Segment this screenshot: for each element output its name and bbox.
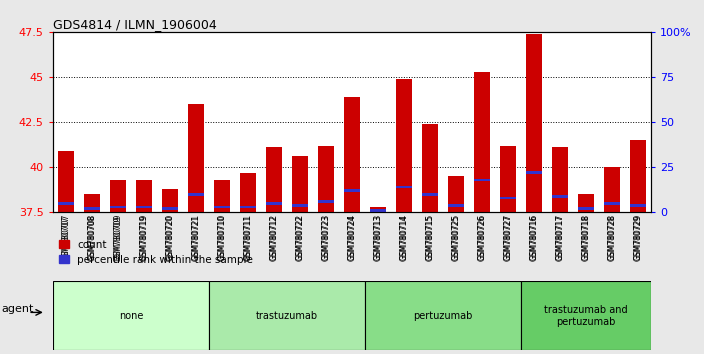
Text: GSM780717: GSM780717: [555, 215, 565, 261]
Legend: count, percentile rank within the sample: count, percentile rank within the sample: [54, 236, 258, 269]
Bar: [370, 207, 386, 212]
Bar: [188, 104, 203, 212]
Text: GSM780715: GSM780715: [425, 215, 434, 261]
Text: GSM780723: GSM780723: [322, 215, 330, 261]
Text: GSM780729: GSM780729: [634, 215, 643, 261]
Bar: [604, 202, 620, 205]
Bar: [579, 207, 594, 210]
Text: GSM780711: GSM780711: [244, 215, 253, 261]
Text: GSM780713: GSM780713: [374, 215, 382, 261]
Bar: [84, 194, 100, 212]
Bar: [344, 97, 360, 212]
Bar: [240, 206, 256, 209]
Text: GSM780724: GSM780724: [348, 215, 356, 261]
Bar: [527, 34, 542, 212]
Bar: [501, 145, 516, 212]
Bar: [162, 207, 177, 210]
Bar: [553, 195, 568, 198]
Text: GSM780721: GSM780721: [191, 215, 201, 261]
Bar: [396, 186, 412, 188]
Bar: [344, 189, 360, 192]
Text: GSM780710: GSM780710: [218, 215, 227, 261]
Text: GSM780725: GSM780725: [451, 215, 460, 261]
Bar: [266, 202, 282, 205]
Text: GSM780716: GSM780716: [529, 215, 539, 261]
Bar: [214, 206, 230, 209]
Bar: [630, 204, 646, 206]
Bar: [162, 189, 177, 212]
Bar: [630, 140, 646, 212]
Text: GSM780726: GSM780726: [477, 215, 486, 261]
Bar: [501, 196, 516, 199]
Bar: [448, 176, 464, 212]
Text: GSM780728: GSM780728: [608, 215, 617, 261]
Text: none: none: [119, 311, 143, 321]
Text: GSM780709: GSM780709: [113, 215, 122, 262]
Text: agent: agent: [1, 304, 34, 314]
Bar: [422, 193, 438, 196]
Bar: [448, 204, 464, 206]
FancyBboxPatch shape: [209, 281, 365, 350]
Text: GSM780720: GSM780720: [165, 215, 175, 261]
Text: GSM780722: GSM780722: [296, 215, 304, 261]
Bar: [474, 178, 490, 181]
FancyBboxPatch shape: [521, 281, 651, 350]
Bar: [292, 204, 308, 206]
Bar: [58, 151, 74, 212]
Text: GSM780707: GSM780707: [61, 215, 70, 262]
Bar: [240, 173, 256, 212]
Bar: [527, 171, 542, 174]
Text: GSM780718: GSM780718: [582, 215, 591, 261]
Bar: [110, 180, 125, 212]
Bar: [579, 194, 594, 212]
FancyBboxPatch shape: [53, 281, 209, 350]
Bar: [136, 180, 151, 212]
Text: pertuzumab: pertuzumab: [413, 311, 473, 321]
Bar: [110, 206, 125, 209]
Text: GSM780714: GSM780714: [400, 215, 408, 261]
Bar: [188, 193, 203, 196]
Bar: [318, 200, 334, 203]
Bar: [604, 167, 620, 212]
Bar: [266, 147, 282, 212]
Text: GSM780712: GSM780712: [270, 215, 279, 261]
Text: GSM780708: GSM780708: [87, 215, 96, 261]
Bar: [370, 209, 386, 212]
Text: trastuzumab: trastuzumab: [256, 311, 318, 321]
Text: trastuzumab and
pertuzumab: trastuzumab and pertuzumab: [544, 305, 628, 327]
Bar: [422, 124, 438, 212]
Bar: [553, 147, 568, 212]
Text: GSM780719: GSM780719: [139, 215, 149, 261]
Bar: [136, 206, 151, 209]
Text: GDS4814 / ILMN_1906004: GDS4814 / ILMN_1906004: [53, 18, 217, 31]
Bar: [58, 202, 74, 205]
Bar: [292, 156, 308, 212]
Text: GSM780727: GSM780727: [503, 215, 513, 261]
Bar: [214, 180, 230, 212]
Bar: [318, 145, 334, 212]
Bar: [84, 207, 100, 210]
Bar: [396, 79, 412, 212]
Bar: [474, 72, 490, 212]
FancyBboxPatch shape: [365, 281, 521, 350]
